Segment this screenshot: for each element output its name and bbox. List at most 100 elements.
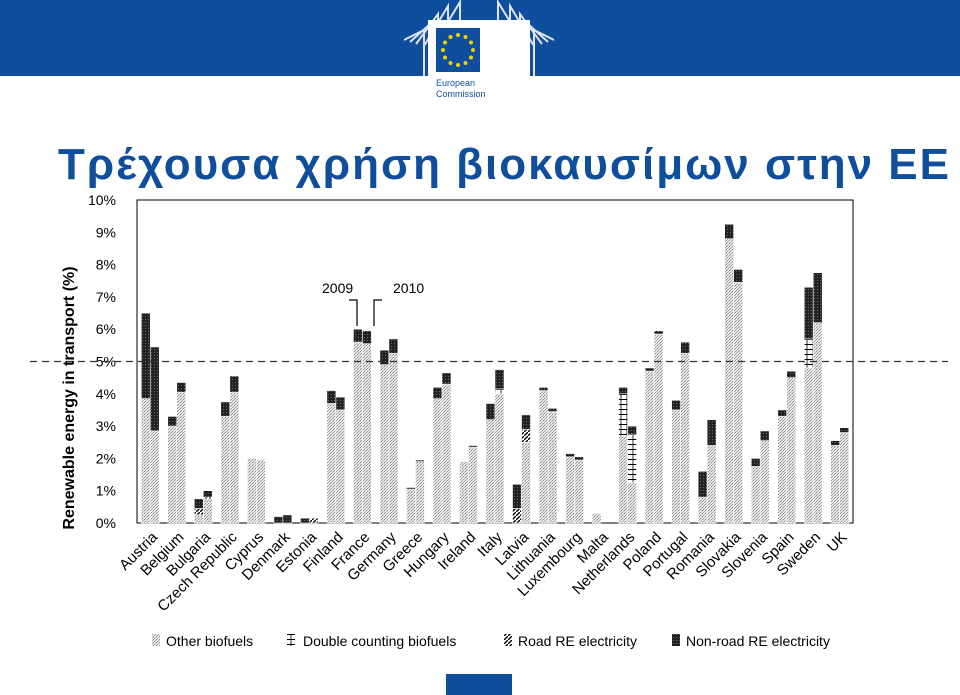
bar-nonroad-2009 (777, 409, 788, 417)
bar-other-2009 (326, 403, 337, 524)
bar-other-2010 (494, 393, 505, 524)
bar-nonroad-2010 (494, 369, 505, 390)
bar-double-2010 (627, 433, 637, 483)
bar-other-2009 (830, 445, 841, 524)
bar-other-2010 (256, 459, 266, 524)
bar-nonroad-2010 (149, 346, 160, 432)
x-tick-label: UK (824, 529, 851, 556)
bar-other-2009 (406, 488, 416, 524)
bar-double-2010 (494, 388, 505, 395)
bar-other-2009 (379, 364, 390, 524)
eu-star-icon (441, 48, 445, 52)
annotation-2009: 2009 (322, 280, 353, 296)
bar-other-2009 (777, 416, 788, 524)
bar-other-2010 (759, 440, 770, 524)
eu-star-icon (471, 48, 475, 52)
bar-nonroad-2009 (697, 471, 708, 498)
bar-nonroad-2009 (671, 399, 681, 411)
european-commission-logo: European Commission (403, 0, 555, 108)
bar-nonroad-2009 (220, 401, 231, 417)
bar-other-2009 (459, 461, 469, 524)
legend-swatch-double (287, 634, 295, 646)
bar-nonroad-2010 (733, 269, 743, 283)
y-tick-label: 6% (96, 321, 116, 337)
bar-nonroad-2010 (388, 338, 399, 354)
logo-text-line2: Commission (436, 89, 486, 99)
legend-nonroad: Non-road RE electricity (686, 633, 830, 649)
bar-nonroad-2009 (326, 390, 337, 404)
eu-star-icon (448, 35, 453, 40)
bar-nonroad-2010 (680, 341, 690, 354)
bar-nonroad-2009 (140, 312, 151, 399)
y-tick-label: 1% (96, 483, 116, 499)
bar-other-2010 (202, 498, 213, 524)
eu-star-icon (468, 40, 473, 45)
bar-nonroad-2010 (415, 459, 425, 462)
bar-nonroad-2010 (759, 430, 770, 441)
bar-nonroad-2009 (273, 516, 284, 524)
y-tick-label: 0% (96, 515, 116, 531)
legend: Other biofuels Double counting biofuels … (152, 633, 830, 649)
eu-star-icon (463, 60, 468, 65)
bar-nonroad-2009 (830, 440, 841, 446)
bar-other-2009 (750, 466, 761, 524)
bar-road-2009 (193, 508, 204, 516)
legend-other: Other biofuels (166, 633, 253, 649)
bar-other-2010 (468, 446, 478, 524)
bar-nonroad-2009 (406, 487, 416, 490)
bar-nonroad-2009 (618, 387, 628, 395)
bar-other-2010 (229, 391, 240, 524)
bar-road-2010 (521, 429, 531, 443)
annotation-2010: 2010 (393, 280, 424, 296)
legend-double: Double counting biofuels (303, 633, 456, 649)
bar-other-2009 (432, 398, 443, 524)
bar-other-2010 (149, 430, 160, 524)
bar-double-2009 (803, 338, 814, 369)
bar-other-2010 (680, 353, 690, 524)
y-tick-label: 4% (96, 386, 116, 402)
legend-swatch-road (504, 634, 512, 646)
bar-other-2009 (697, 496, 708, 524)
bar-nonroad-2009 (353, 328, 363, 343)
bar-nonroad-2010 (547, 408, 558, 412)
eu-star-icon (456, 33, 460, 37)
bar-other-2009 (247, 458, 257, 524)
bar-other-2010 (653, 333, 664, 524)
bar-other-2010 (706, 445, 717, 524)
bar-nonroad-2009 (750, 458, 761, 467)
legend-swatch-other (152, 634, 160, 646)
bar-nonroad-2010 (202, 490, 213, 498)
bar-nonroad-2009 (167, 416, 178, 427)
bar-other-2010 (362, 343, 372, 524)
bar-nonroad-2010 (176, 382, 187, 393)
bar-nonroad-2010 (574, 456, 584, 461)
bar-nonroad-2010 (441, 372, 452, 385)
bar-other-2010 (176, 391, 187, 524)
bar-nonroad-2009 (300, 517, 310, 524)
bar-nonroad-2010 (812, 272, 823, 324)
bar-other-2010 (441, 383, 452, 524)
bar-road-2009 (512, 508, 522, 524)
eu-star-icon (443, 40, 448, 45)
eu-star-icon (443, 55, 448, 60)
bar-nonroad-2009 (193, 498, 204, 509)
y-tick-label: 3% (96, 418, 116, 434)
bar-nonroad-2010 (229, 375, 240, 393)
bar-other-2009 (565, 456, 575, 524)
bar-other-2010 (547, 411, 558, 524)
bar-nonroad-2009 (565, 453, 575, 458)
bar-nonroad-2010 (839, 427, 850, 433)
bar-other-2009 (193, 514, 204, 524)
year-annotation: 2009 2010 (322, 280, 424, 326)
eu-star-icon (456, 63, 460, 67)
y-tick-label: 8% (96, 257, 116, 273)
bar-nonroad-2010 (468, 445, 478, 448)
bar-other-2010 (415, 461, 425, 524)
bar-other-2010 (335, 409, 346, 524)
y-axis-label: Renewable energy in transport (%) (61, 266, 78, 529)
bar-other-2010 (786, 377, 797, 524)
bar-nonroad-2009 (512, 483, 522, 509)
bar-double-2009 (618, 393, 628, 437)
logo-text-line1: European (436, 78, 475, 88)
